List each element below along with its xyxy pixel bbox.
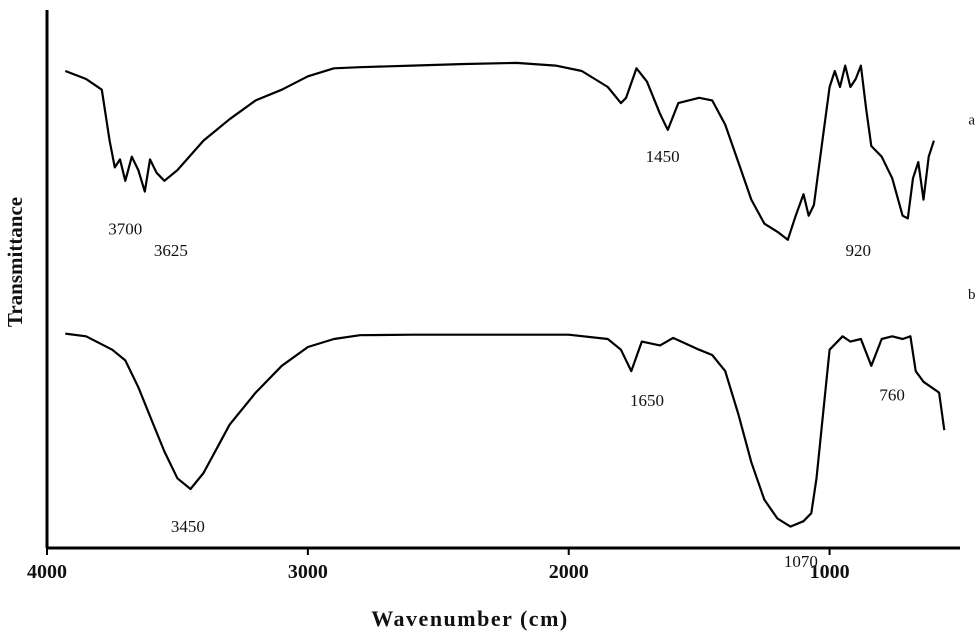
peak-label: 1650 [630, 391, 664, 410]
x-tick-label: 4000 [27, 561, 67, 583]
axes: 4000 3000 2000 1000 [27, 10, 960, 583]
peak-label: 1450 [646, 147, 680, 166]
curve-label: b [968, 287, 976, 303]
x-tick-label: 3000 [288, 561, 328, 583]
spectrum-curve-a [64, 61, 935, 241]
series-layer [64, 61, 946, 528]
peak-label: 1070 [784, 552, 818, 571]
x-tick-label: 2000 [549, 561, 589, 583]
labels-layer: 3700 3625 1450 920 a 1650 760 3450 1070 b [108, 113, 975, 571]
x-axis-title: Wavenumber (cm) [371, 606, 568, 631]
peak-label: 760 [879, 386, 905, 405]
x-tick-label: 1000 [810, 561, 850, 583]
peak-label: 3700 [108, 219, 142, 238]
spectrum-curve-b [65, 332, 946, 528]
peak-label: 3625 [154, 241, 188, 260]
peak-label: 920 [846, 241, 872, 260]
y-axis-title: Transmittance [3, 197, 27, 327]
peak-label: 3450 [171, 517, 205, 536]
curve-label: a [968, 113, 975, 129]
